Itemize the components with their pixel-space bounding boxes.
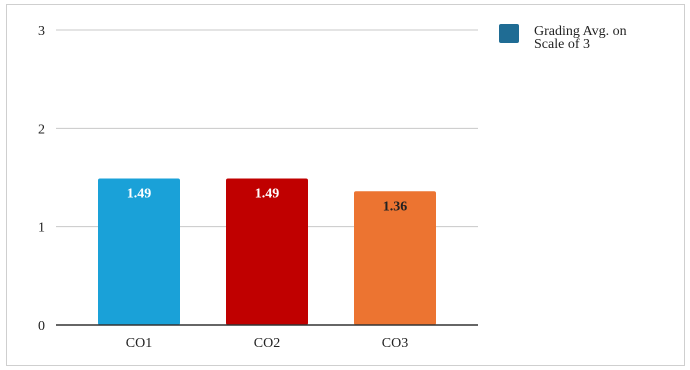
x-tick-label-co1: CO1 xyxy=(126,336,152,351)
y-tick-label: 3 xyxy=(38,24,45,39)
bar-co2 xyxy=(226,178,308,325)
data-label-co1: 1.49 xyxy=(127,186,152,201)
data-label-co2: 1.49 xyxy=(255,186,280,201)
y-axis-ticks: 0 1 2 3 xyxy=(38,24,45,334)
legend-swatch xyxy=(499,24,519,43)
bars xyxy=(98,178,436,325)
legend-line: Grading Avg. on xyxy=(534,24,627,39)
legend: Grading Avg. on Scale of 3 xyxy=(499,24,627,52)
x-tick-label-co3: CO3 xyxy=(382,336,408,351)
y-tick-label: 2 xyxy=(38,122,45,137)
legend-line: Scale of 3 xyxy=(534,37,590,52)
bar-co1 xyxy=(98,178,180,325)
data-label-co3: 1.36 xyxy=(383,199,408,214)
y-tick-label: 0 xyxy=(38,319,45,334)
legend-label: Grading Avg. on Scale of 3 xyxy=(534,24,627,52)
bar-co3 xyxy=(354,191,436,325)
data-labels: 1.49 1.49 1.36 xyxy=(127,186,408,214)
y-tick-label: 1 xyxy=(38,221,45,236)
x-axis-categories: CO1 CO2 CO3 xyxy=(126,336,408,351)
x-tick-label-co2: CO2 xyxy=(254,336,280,351)
